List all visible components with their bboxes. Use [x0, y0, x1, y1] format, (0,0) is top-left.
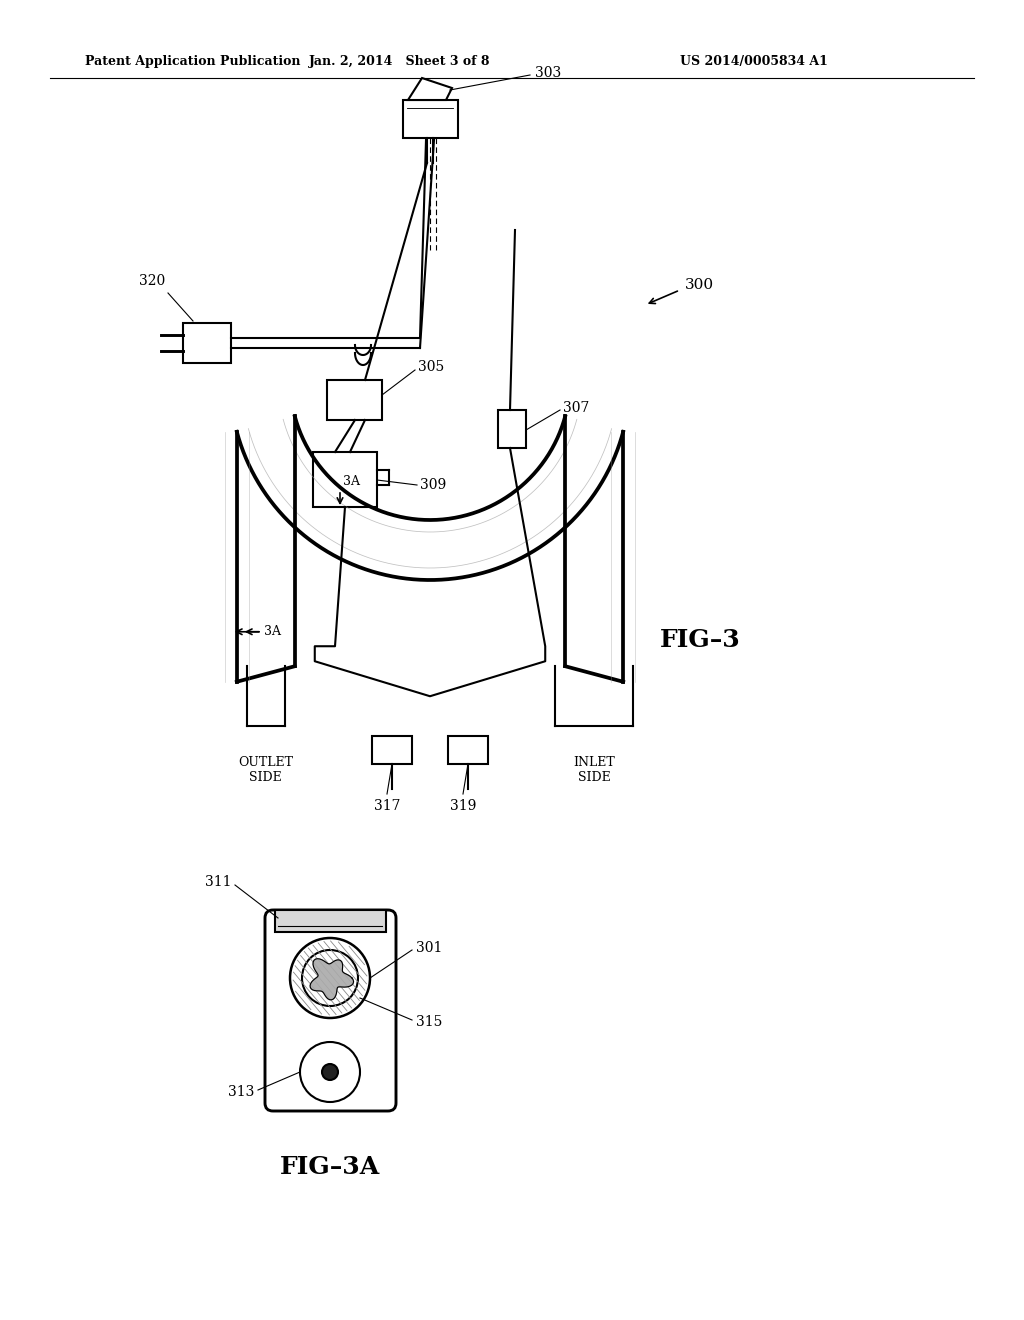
Text: 319: 319 — [450, 799, 476, 813]
FancyBboxPatch shape — [265, 909, 396, 1111]
Bar — [372, 737, 412, 764]
Text: 3A: 3A — [264, 626, 281, 639]
Text: 320: 320 — [138, 275, 165, 288]
Bar — [449, 737, 488, 764]
Text: FIG–3: FIG–3 — [660, 628, 740, 652]
Text: 311: 311 — [205, 875, 231, 888]
Text: 309: 309 — [420, 478, 446, 492]
Text: US 2014/0005834 A1: US 2014/0005834 A1 — [680, 55, 827, 69]
Text: 300: 300 — [685, 279, 714, 292]
Bar — [313, 451, 377, 507]
Bar — [403, 100, 458, 139]
Polygon shape — [408, 78, 452, 100]
Bar — [498, 411, 526, 447]
Circle shape — [322, 1064, 338, 1080]
Text: OUTLET
SIDE: OUTLET SIDE — [239, 756, 293, 784]
Bar — [327, 380, 382, 420]
Text: 313: 313 — [227, 1085, 254, 1100]
Text: INLET
SIDE: INLET SIDE — [573, 756, 615, 784]
Text: 3A: 3A — [343, 475, 360, 488]
Circle shape — [290, 939, 370, 1018]
Text: FIG–3A: FIG–3A — [280, 1155, 380, 1179]
Text: Patent Application Publication: Patent Application Publication — [85, 55, 300, 69]
Text: 307: 307 — [563, 401, 590, 414]
Text: 301: 301 — [416, 941, 442, 954]
Polygon shape — [310, 958, 353, 999]
Text: Jan. 2, 2014   Sheet 3 of 8: Jan. 2, 2014 Sheet 3 of 8 — [309, 55, 490, 69]
Text: 303: 303 — [535, 66, 561, 81]
Circle shape — [300, 1041, 360, 1102]
Text: 305: 305 — [418, 360, 444, 374]
Bar — [183, 323, 231, 363]
Text: 317: 317 — [374, 799, 400, 813]
Text: 315: 315 — [416, 1015, 442, 1030]
Bar — [275, 909, 386, 932]
